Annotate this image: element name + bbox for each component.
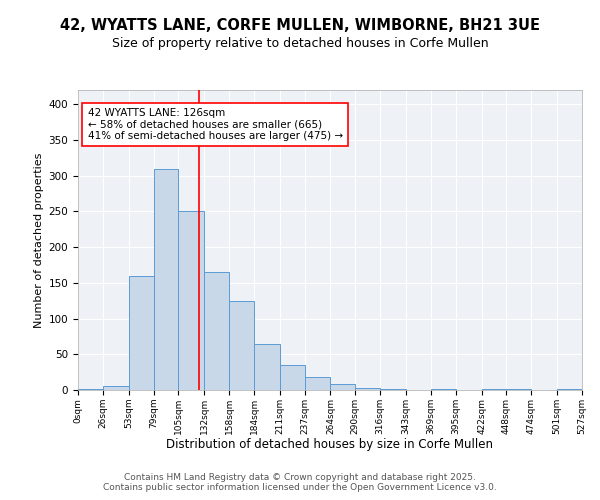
- Bar: [355, 388, 380, 390]
- Bar: [482, 388, 506, 390]
- Y-axis label: Number of detached properties: Number of detached properties: [34, 152, 44, 328]
- Bar: [557, 388, 582, 390]
- Text: 42 WYATTS LANE: 126sqm
← 58% of detached houses are smaller (665)
41% of semi-de: 42 WYATTS LANE: 126sqm ← 58% of detached…: [88, 108, 343, 141]
- X-axis label: Distribution of detached houses by size in Corfe Mullen: Distribution of detached houses by size …: [167, 438, 493, 451]
- Bar: [229, 300, 254, 390]
- Bar: [305, 377, 331, 390]
- Bar: [128, 276, 154, 390]
- Text: Size of property relative to detached houses in Corfe Mullen: Size of property relative to detached ho…: [112, 38, 488, 51]
- Text: Contains HM Land Registry data © Crown copyright and database right 2025.
Contai: Contains HM Land Registry data © Crown c…: [103, 473, 497, 492]
- Bar: [280, 365, 305, 390]
- Bar: [431, 388, 456, 390]
- Bar: [254, 344, 280, 390]
- Bar: [154, 168, 178, 390]
- Bar: [178, 212, 204, 390]
- Bar: [380, 388, 406, 390]
- Text: 42, WYATTS LANE, CORFE MULLEN, WIMBORNE, BH21 3UE: 42, WYATTS LANE, CORFE MULLEN, WIMBORNE,…: [60, 18, 540, 32]
- Bar: [78, 388, 103, 390]
- Bar: [103, 386, 128, 390]
- Bar: [331, 384, 355, 390]
- Bar: [204, 272, 229, 390]
